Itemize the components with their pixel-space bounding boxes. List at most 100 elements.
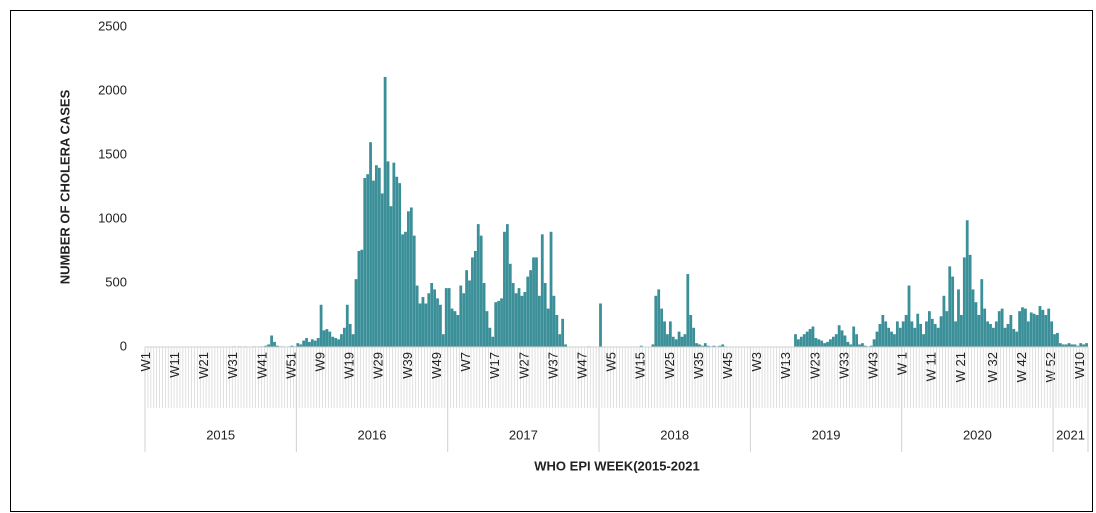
bar xyxy=(887,327,891,347)
bar xyxy=(869,345,873,347)
bar xyxy=(706,345,710,347)
bar xyxy=(482,283,486,347)
y-tick-label: 1500 xyxy=(98,146,127,161)
bar xyxy=(471,257,474,347)
x-tick-label: W3 xyxy=(749,352,764,372)
bar xyxy=(1024,308,1027,347)
year-label: 2016 xyxy=(358,427,387,442)
x-tick-label: W35 xyxy=(691,352,706,379)
x-tick-label: W10 xyxy=(1072,352,1087,379)
bar xyxy=(922,334,925,347)
bar xyxy=(529,270,533,347)
bar xyxy=(700,345,704,347)
bar xyxy=(959,315,963,347)
x-tick-label: W 42 xyxy=(1014,352,1029,382)
bar xyxy=(1018,311,1022,347)
bar xyxy=(802,334,806,347)
bar xyxy=(1000,308,1004,347)
bar xyxy=(925,321,928,347)
y-tick-label: 500 xyxy=(105,274,127,289)
bar xyxy=(721,344,725,347)
bar xyxy=(881,315,885,347)
bar xyxy=(683,334,687,347)
x-tick-label: W41 xyxy=(254,352,269,379)
bar xyxy=(558,334,562,347)
bar xyxy=(666,334,669,347)
bar xyxy=(296,343,300,347)
y-tick-label: 0 xyxy=(120,338,127,353)
bar xyxy=(561,318,565,347)
bar xyxy=(444,288,448,347)
bar xyxy=(535,257,538,347)
bar xyxy=(308,341,311,347)
bar xyxy=(1064,344,1068,347)
bar xyxy=(1050,321,1054,347)
bar xyxy=(468,280,471,347)
bar xyxy=(337,339,340,347)
bar xyxy=(331,336,335,347)
y-tick-label: 2000 xyxy=(98,82,127,97)
bar xyxy=(421,297,425,347)
bar xyxy=(372,180,375,347)
bar xyxy=(1012,329,1016,347)
bar xyxy=(599,303,602,347)
bar xyxy=(875,331,879,347)
bar xyxy=(494,302,498,347)
bar xyxy=(1076,345,1080,347)
bar xyxy=(526,276,530,347)
bar xyxy=(540,234,544,347)
bar xyxy=(936,327,940,347)
bar xyxy=(465,270,469,347)
bar xyxy=(826,341,829,347)
x-tick-label: W13 xyxy=(778,352,793,379)
bar xyxy=(712,345,716,347)
bar xyxy=(456,315,460,347)
bar xyxy=(450,308,454,347)
bar xyxy=(1073,344,1077,347)
bar xyxy=(485,311,489,347)
bar xyxy=(543,283,547,347)
bar xyxy=(951,276,955,347)
bar xyxy=(1021,307,1024,347)
bar xyxy=(386,161,390,347)
bar xyxy=(1029,312,1033,347)
bar xyxy=(1061,344,1065,347)
bar xyxy=(537,295,541,347)
bar xyxy=(654,295,658,347)
x-tick-label: W21 xyxy=(196,352,211,379)
bar xyxy=(671,336,675,347)
bar xyxy=(380,193,384,347)
x-tick-label: W19 xyxy=(342,352,357,379)
x-tick-label: W45 xyxy=(720,352,735,379)
bar xyxy=(369,142,372,347)
bar xyxy=(817,339,821,347)
bar xyxy=(523,291,527,347)
bar xyxy=(305,338,308,347)
bar xyxy=(313,340,317,347)
bar xyxy=(994,321,998,347)
bar xyxy=(663,321,666,347)
bar xyxy=(267,344,271,347)
bar xyxy=(302,340,306,347)
bar xyxy=(503,231,506,347)
bar xyxy=(316,338,320,347)
bar xyxy=(852,326,856,347)
bar xyxy=(1056,332,1059,347)
bar xyxy=(1026,321,1030,347)
bar xyxy=(1058,343,1062,347)
bar xyxy=(500,298,503,347)
bar xyxy=(392,162,396,347)
bar xyxy=(692,327,696,347)
bar xyxy=(476,224,480,347)
bar xyxy=(686,274,690,347)
bar xyxy=(977,315,981,347)
bar xyxy=(884,321,888,347)
bar xyxy=(904,315,908,347)
x-tick-label: W11 xyxy=(167,352,182,378)
y-tick-label: 1000 xyxy=(98,210,127,225)
bar xyxy=(441,334,445,347)
bar xyxy=(453,311,457,347)
bar xyxy=(901,321,905,347)
